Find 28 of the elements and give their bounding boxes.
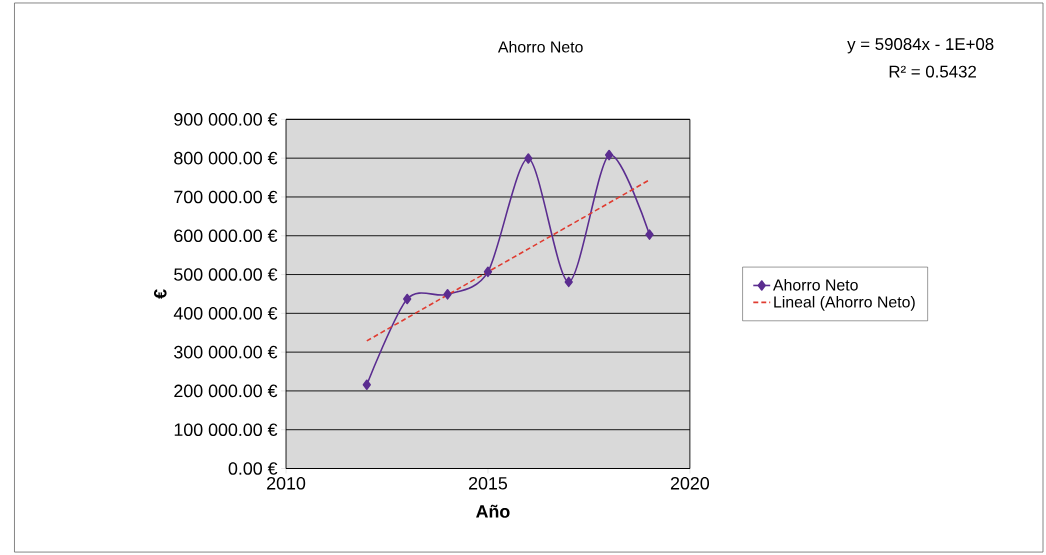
x-axis-title: Año [476, 504, 510, 518]
y-tick-label: 100 000.00 € [174, 423, 278, 437]
y-tick-label: 300 000.00 € [174, 345, 278, 359]
text: y = 59084x - 1E+08 [847, 38, 994, 54]
point [403, 293, 412, 305]
point [362, 379, 371, 390]
legend-label: Ahorro Neto [773, 278, 858, 291]
text: R² = 0.5432 [889, 65, 976, 78]
x-tick-label: 2020 [670, 476, 710, 490]
y-tick-label: 0.00 € [228, 462, 278, 475]
y-tick-label: 400 000.00 € [173, 307, 278, 320]
y-axis-title: € [153, 289, 167, 299]
point [604, 149, 614, 161]
y-tick-label: 900 000.00 € [174, 113, 278, 126]
y-tick-label: 700 000.00 € [174, 190, 278, 204]
point [564, 276, 573, 288]
chart-title: Ahorro Neto [497, 40, 583, 53]
x-tick-label: 2015 [469, 476, 508, 490]
y-tick-label: 200 000.00 € [174, 384, 278, 398]
point [645, 229, 654, 240]
point [524, 153, 533, 164]
x-tick-label: 2010 [267, 476, 306, 490]
legend-label: Lineal (Ahorro Neto) [774, 295, 915, 311]
y-tick-label: 800 000.00 € [174, 151, 278, 165]
y-tick-label: 600 000.00 € [174, 229, 278, 243]
y-tick-label: 500 000.00 € [174, 268, 278, 281]
point [483, 266, 493, 278]
point [443, 289, 452, 300]
